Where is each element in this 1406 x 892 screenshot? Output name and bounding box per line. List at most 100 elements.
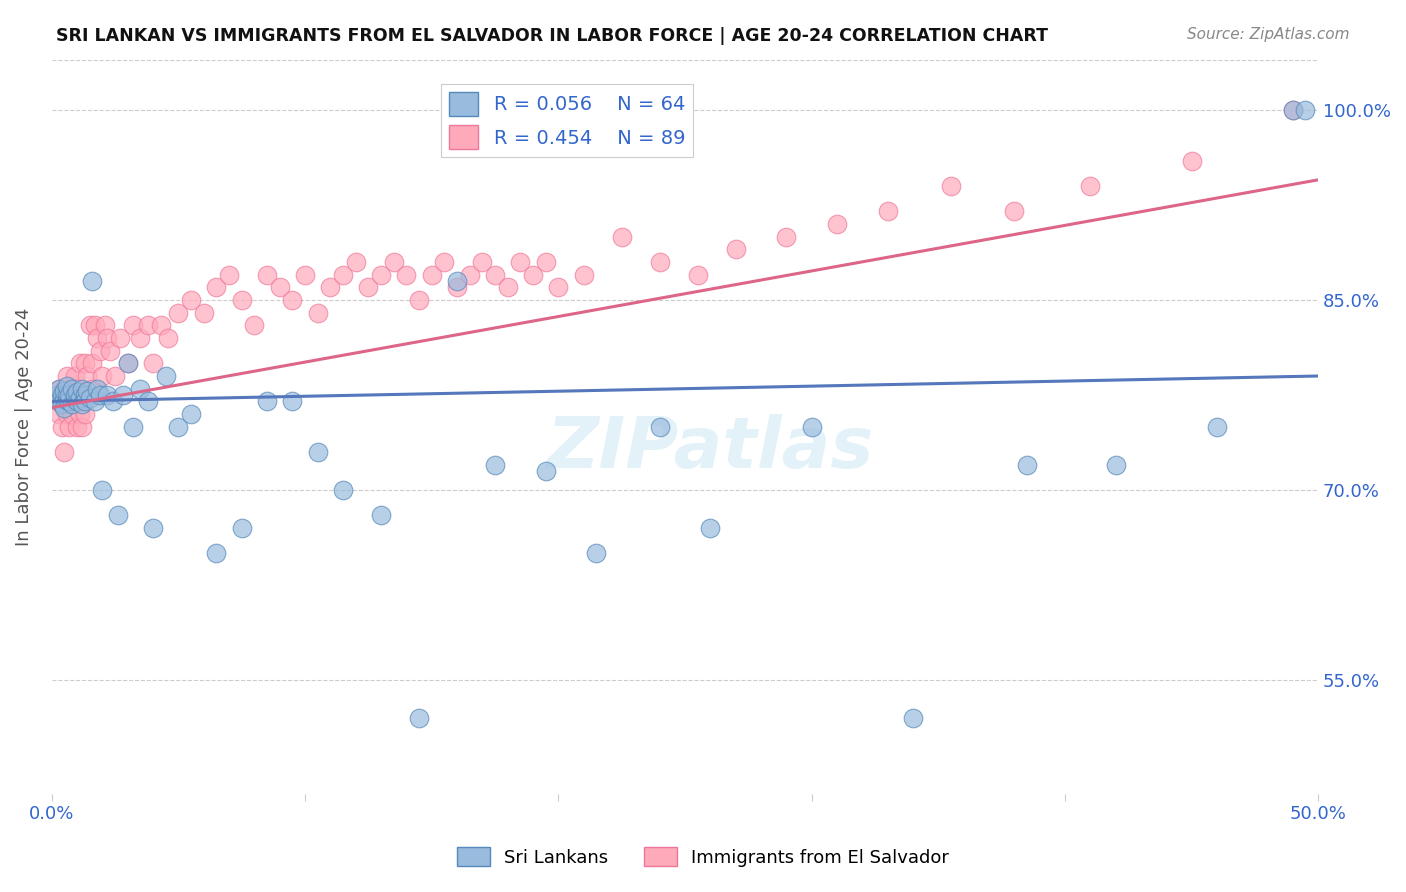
Point — [76, 384, 98, 399]
Point — [63, 394, 86, 409]
Point — [66, 419, 89, 434]
Point — [70, 419, 93, 434]
Point — [83, 394, 105, 409]
Point — [157, 331, 180, 345]
Point — [58, 394, 80, 409]
Point — [53, 384, 76, 399]
Point — [73, 356, 96, 370]
Legend: R = 0.056    N = 64, R = 0.454    N = 89: R = 0.056 N = 64, R = 0.454 N = 89 — [441, 84, 693, 157]
Point — [96, 388, 118, 402]
Point — [79, 391, 101, 405]
Point — [471, 255, 494, 269]
Point — [86, 382, 108, 396]
Point — [82, 356, 104, 370]
Point — [572, 268, 595, 282]
Point — [307, 445, 329, 459]
Point — [107, 508, 129, 523]
Point — [509, 255, 531, 269]
Point — [800, 419, 823, 434]
Point — [775, 229, 797, 244]
Point — [1015, 458, 1038, 472]
Point — [1002, 204, 1025, 219]
Point — [534, 464, 557, 478]
Point — [357, 280, 380, 294]
Point — [70, 394, 93, 409]
Point — [91, 483, 114, 497]
Point — [108, 331, 131, 345]
Point — [484, 458, 506, 472]
Point — [53, 382, 76, 396]
Point — [256, 268, 278, 282]
Point — [876, 204, 898, 219]
Point — [496, 280, 519, 294]
Point — [73, 394, 96, 409]
Point — [395, 268, 418, 282]
Point — [458, 268, 481, 282]
Point — [1180, 153, 1202, 168]
Point — [63, 388, 86, 402]
Point — [231, 293, 253, 307]
Point — [825, 217, 848, 231]
Point — [69, 407, 91, 421]
Point — [585, 546, 607, 560]
Point — [370, 268, 392, 282]
Point — [281, 293, 304, 307]
Point — [167, 306, 190, 320]
Point — [167, 419, 190, 434]
Point — [63, 392, 86, 406]
Point — [60, 407, 83, 421]
Point — [58, 388, 80, 402]
Point — [121, 419, 143, 434]
Point — [94, 318, 117, 333]
Point — [56, 369, 79, 384]
Point — [91, 369, 114, 384]
Point — [73, 407, 96, 421]
Point — [686, 268, 709, 282]
Point — [56, 394, 79, 409]
Point — [98, 343, 121, 358]
Point — [76, 369, 98, 384]
Point — [48, 382, 70, 396]
Point — [51, 388, 73, 402]
Point — [129, 331, 152, 345]
Point — [73, 388, 96, 402]
Point — [294, 268, 316, 282]
Point — [205, 280, 228, 294]
Point — [51, 397, 73, 411]
Point — [446, 274, 468, 288]
Point — [180, 293, 202, 307]
Point — [180, 407, 202, 421]
Point — [58, 394, 80, 409]
Point — [1205, 419, 1227, 434]
Point — [370, 508, 392, 523]
Point — [205, 546, 228, 560]
Point — [83, 318, 105, 333]
Text: SRI LANKAN VS IMMIGRANTS FROM EL SALVADOR IN LABOR FORCE | AGE 20-24 CORRELATION: SRI LANKAN VS IMMIGRANTS FROM EL SALVADO… — [56, 27, 1049, 45]
Point — [45, 388, 67, 402]
Point — [256, 394, 278, 409]
Point — [534, 255, 557, 269]
Point — [648, 419, 671, 434]
Point — [319, 280, 342, 294]
Point — [56, 379, 79, 393]
Point — [66, 382, 89, 396]
Point — [307, 306, 329, 320]
Point — [79, 318, 101, 333]
Point — [53, 394, 76, 409]
Point — [231, 521, 253, 535]
Point — [82, 382, 104, 396]
Point — [63, 369, 86, 384]
Point — [218, 268, 240, 282]
Point — [522, 268, 544, 282]
Point — [344, 255, 367, 269]
Point — [136, 318, 159, 333]
Point — [121, 318, 143, 333]
Point — [332, 483, 354, 497]
Point — [60, 382, 83, 396]
Point — [408, 293, 430, 307]
Point — [60, 382, 83, 396]
Point — [86, 331, 108, 345]
Point — [56, 407, 79, 421]
Point — [1295, 103, 1317, 118]
Point — [70, 397, 93, 411]
